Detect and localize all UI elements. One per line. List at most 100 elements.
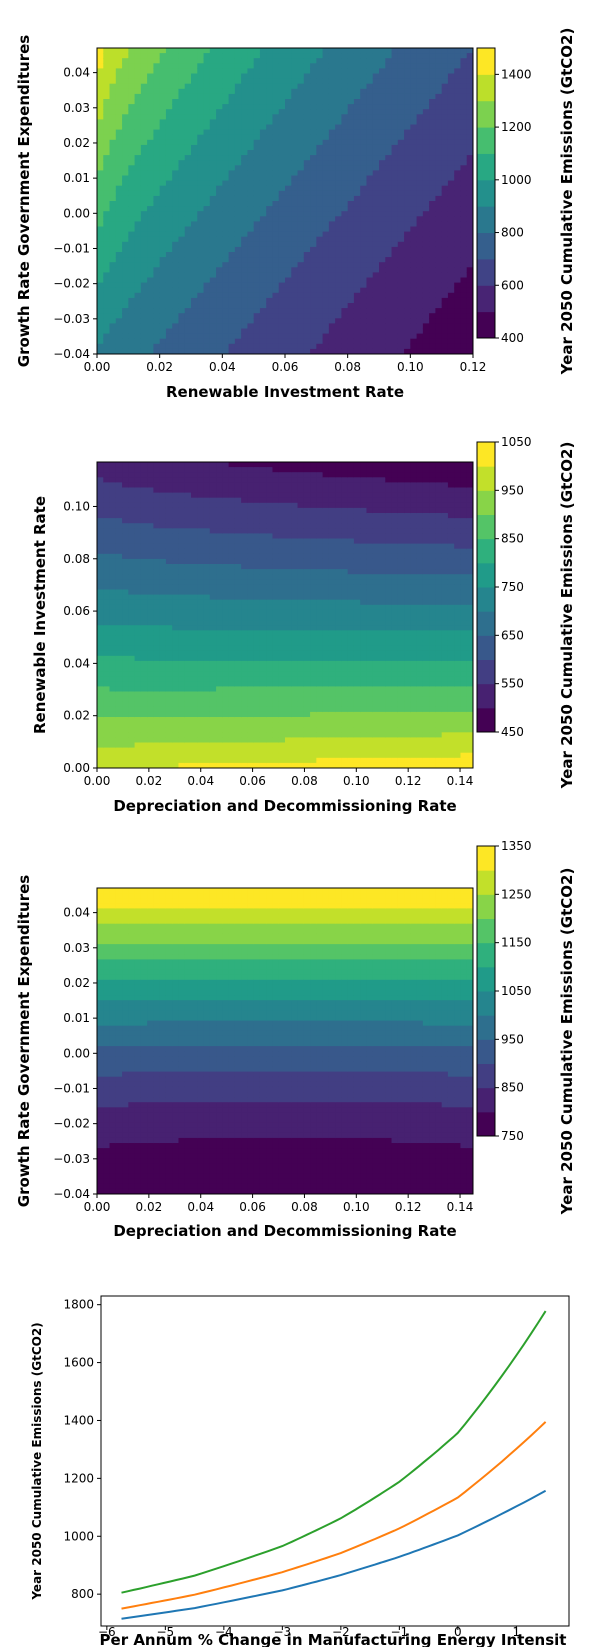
contour-cell [172, 574, 180, 580]
contour-cell [416, 150, 424, 156]
contour-cell [140, 246, 148, 253]
contour-cell [447, 165, 455, 171]
contour-cell [216, 272, 223, 279]
contour-cell [222, 548, 230, 555]
contour-cell [422, 252, 430, 258]
contour-cell [178, 170, 186, 177]
contour-cell [429, 58, 436, 64]
contour-cell [297, 190, 305, 197]
contour-cell [259, 236, 267, 243]
contour-cell [404, 134, 411, 141]
contour-cell [272, 185, 280, 192]
contour-cell [379, 88, 386, 95]
contour-cell [197, 134, 205, 141]
contour-cell [322, 257, 330, 263]
contour-cell [253, 155, 261, 161]
contour-cell [216, 93, 223, 100]
contour-cell [234, 318, 242, 324]
contour-cell [429, 104, 436, 110]
contour-cell [429, 170, 436, 177]
contour-cell [247, 165, 255, 171]
contour-cell [165, 155, 173, 161]
contour-cell [178, 333, 186, 340]
contour-cell [222, 650, 230, 657]
contour-cell [103, 48, 111, 54]
contour-cell [416, 180, 424, 187]
contour-cell [203, 462, 211, 468]
contour-cell [147, 558, 154, 565]
contour-cell [159, 308, 167, 314]
contour-cell [435, 277, 443, 284]
contour-cell [460, 93, 468, 100]
contour-cell [253, 221, 261, 228]
contour-cell [466, 175, 473, 182]
contour-cell [416, 201, 424, 207]
contour-cell [172, 236, 180, 243]
contour-cell [128, 727, 136, 733]
contour-cell [366, 73, 374, 80]
contour-cell [115, 589, 123, 596]
contour-cell [360, 139, 368, 146]
contour-cell [222, 569, 230, 575]
contour-cell [228, 206, 236, 212]
contour-cell [216, 328, 223, 335]
contour-cell [328, 83, 336, 90]
contour-cell [441, 308, 449, 314]
contour-cell [103, 73, 111, 80]
contour-cell [165, 303, 173, 309]
contour-cell [328, 104, 336, 110]
contour-cell [209, 348, 217, 354]
contour-cell [178, 175, 186, 182]
contour-cell [140, 589, 148, 596]
contour-cell [128, 533, 136, 540]
contour-cell [103, 272, 111, 279]
contour-cell [266, 180, 274, 187]
contour-cell [322, 190, 330, 197]
contour-cell [466, 252, 473, 258]
contour-cell [140, 482, 148, 489]
contour-cell [316, 221, 324, 228]
contour-cell [191, 564, 198, 570]
contour-cell [203, 727, 211, 733]
contour-cell [159, 185, 167, 192]
contour-cell [266, 170, 274, 177]
contour-cell [466, 343, 473, 350]
contour-cell [410, 180, 418, 187]
contour-cell [103, 507, 111, 514]
contour-cell [103, 717, 111, 723]
contour-cell [410, 195, 418, 202]
contour-cell [429, 78, 436, 85]
contour-cell [140, 206, 148, 212]
contour-cell [416, 114, 424, 120]
contour-cell [228, 477, 236, 483]
contour-cell [404, 221, 411, 228]
contour-cell [335, 93, 342, 100]
contour-cell [191, 472, 198, 478]
contour-cell [97, 195, 104, 202]
contour-cell [109, 348, 117, 354]
contour-cell [397, 241, 405, 248]
contour-cell [209, 487, 217, 494]
contour-cell [115, 155, 123, 161]
contour-cell [165, 477, 173, 483]
contour-cell [454, 68, 462, 75]
contour-cell [197, 231, 205, 238]
contour-cell [140, 73, 148, 80]
contour-cell [322, 124, 330, 131]
contour-cell [109, 502, 117, 509]
contour-cell [122, 257, 129, 263]
contour-cell [353, 144, 361, 151]
contour-cell [247, 313, 255, 319]
contour-cell [178, 472, 186, 478]
contour-cell [134, 655, 142, 662]
contour-cell [247, 48, 255, 54]
contour-cell [216, 604, 223, 611]
contour-cell [147, 231, 154, 238]
contour-cell [353, 134, 361, 141]
contour-cell [128, 645, 136, 652]
contour-cell [178, 757, 186, 764]
contour-cell [328, 221, 336, 228]
contour-cell [109, 666, 117, 672]
contour-cell [122, 129, 129, 136]
contour-cell [197, 262, 205, 268]
